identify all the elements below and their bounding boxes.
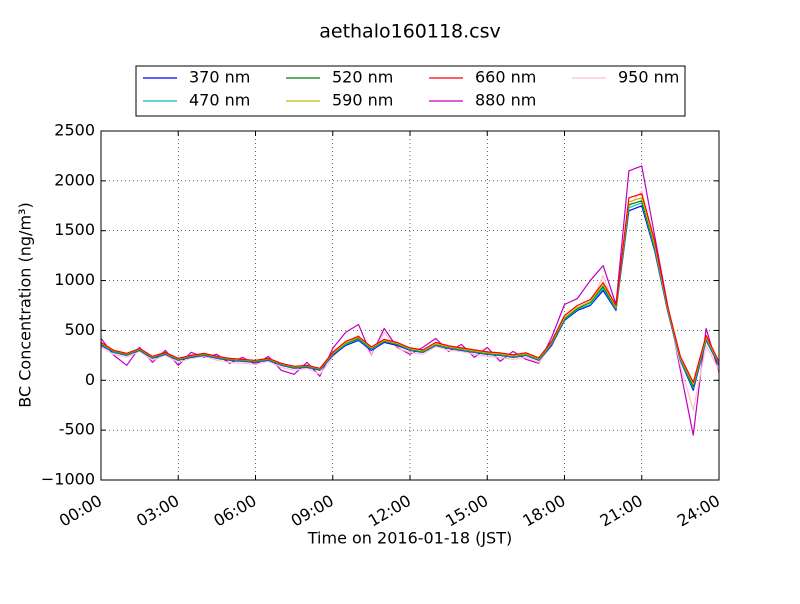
legend-label: 470 nm (189, 91, 250, 110)
chart-title: aethalo160118.csv (319, 21, 501, 43)
y-tick-label: -500 (59, 420, 95, 439)
x-axis-label: Time on 2016-01-18 (JST) (307, 529, 512, 548)
plot-frame (100, 130, 720, 481)
legend-label: 520 nm (332, 68, 393, 87)
legend-label: 950 nm (618, 68, 679, 87)
y-tick-label: 1500 (54, 220, 95, 239)
y-tick-label: 1000 (54, 270, 95, 289)
y-tick-label: 2000 (54, 170, 95, 189)
legend-label: 590 nm (332, 91, 393, 110)
plot-area (100, 130, 720, 481)
y-tick-label: 2500 (54, 121, 95, 140)
legend: 370 nm 470 nm 520 nm 590 nm 660 nm 880 nm 950 … (143, 68, 679, 110)
y-tick-label: −1000 (41, 470, 95, 489)
legend-label: 660 nm (475, 68, 536, 87)
y-tick-label: 0 (85, 370, 95, 389)
y-axis-label: BC Concentration (ng/m³) (16, 202, 35, 407)
y-tick-label: 500 (64, 320, 95, 339)
series-line (100, 193, 720, 383)
legend-label: 370 nm (189, 68, 250, 87)
legend-box (135, 65, 686, 117)
legend-label: 880 nm (475, 91, 536, 110)
